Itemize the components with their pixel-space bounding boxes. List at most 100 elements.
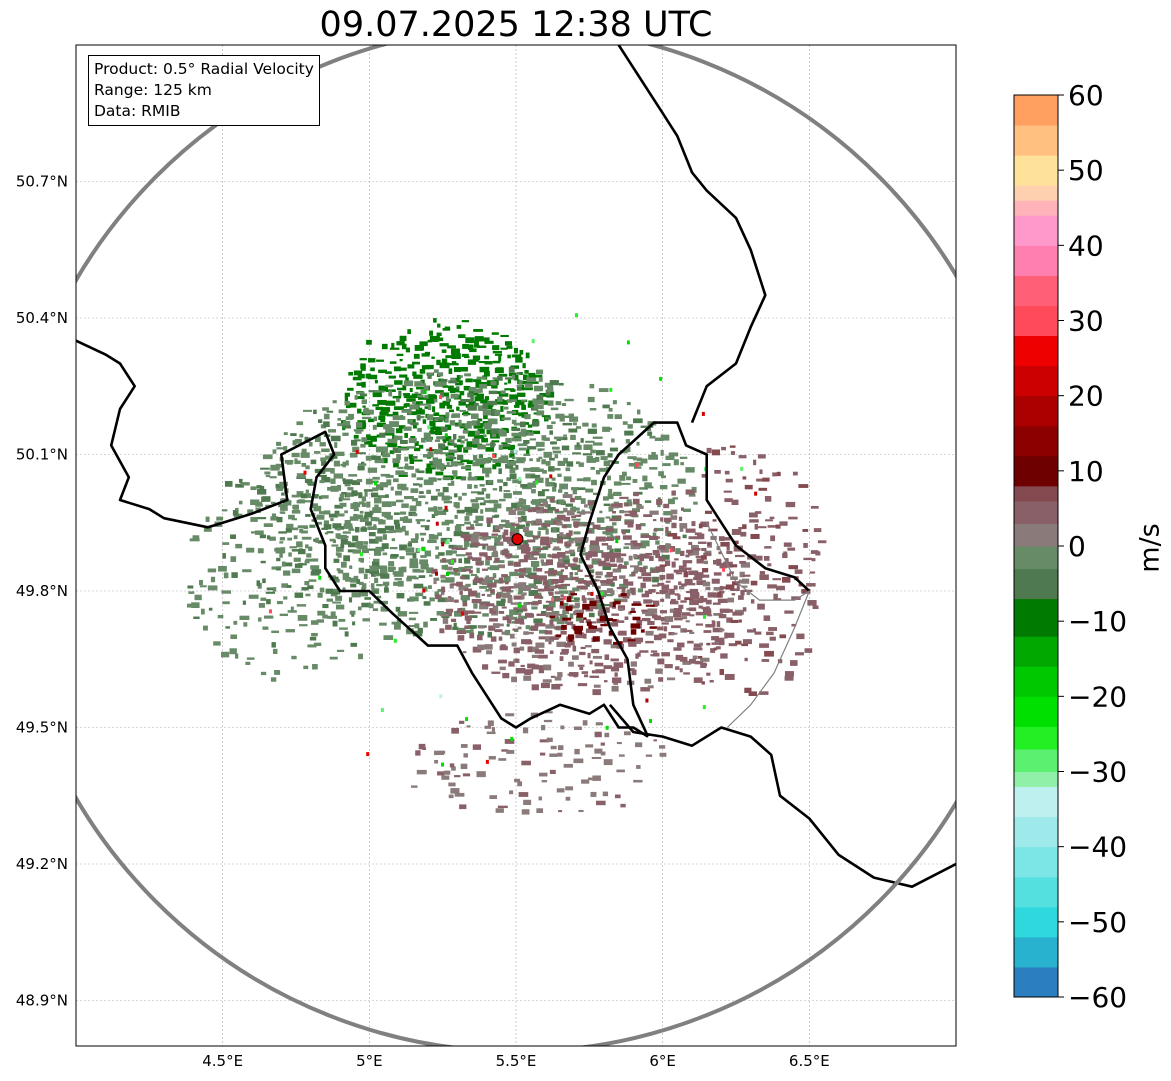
echo-pixel-inbound-grey-green xyxy=(661,554,670,560)
echo-pixel-south-fringe xyxy=(659,752,667,757)
echo-pixel-inbound-west-sparse xyxy=(383,587,389,593)
echo-speckle xyxy=(562,595,566,600)
echo-pixel-south-fringe xyxy=(460,744,468,748)
echo-pixel-inbound-grey-green xyxy=(390,486,394,491)
echo-pixel-inbound-west-sparse xyxy=(310,565,320,570)
echo-pixel-inbound-dark-green xyxy=(414,447,421,452)
echo-pixel-inbound-west-sparse xyxy=(258,603,265,608)
echo-pixel-inbound-dark-green xyxy=(398,474,408,477)
echo-pixel-outbound-grey-mauve xyxy=(612,510,616,514)
echo-pixel-inbound-grey-green xyxy=(393,478,399,483)
border-germany-west xyxy=(617,45,767,424)
echo-pixel-outbound-grey-mauve xyxy=(574,514,582,517)
echo-pixel-south-fringe xyxy=(454,775,461,778)
chart-title: 09.07.2025 12:38 UTC xyxy=(319,5,713,45)
echo-pixel-inbound-grey-green xyxy=(570,551,576,557)
echo-pixel-outbound-grey-mauve xyxy=(600,580,609,584)
echo-pixel-outbound-grey-mauve xyxy=(639,557,644,562)
echo-pixel-outbound-grey-mauve xyxy=(540,540,550,546)
echo-pixel-outbound-grey-mauve xyxy=(594,662,604,667)
echo-pixel-inbound-west-sparse xyxy=(336,649,345,653)
echo-pixel-inbound-grey-green xyxy=(368,532,376,537)
echo-pixel-inbound-west-sparse xyxy=(285,629,295,633)
echo-pixel-inbound-grey-green xyxy=(353,439,361,442)
echo-pixel-outbound-grey-mauve xyxy=(473,577,484,584)
echo-pixel-outbound-grey-mauve xyxy=(712,602,721,605)
echo-pixel-inbound-grey-green xyxy=(483,500,492,503)
echo-pixel-outbound-grey-mauve xyxy=(679,523,688,529)
echo-pixel-outbound-grey-mauve xyxy=(531,654,539,659)
echo-pixel-outbound-grey-mauve xyxy=(653,600,660,606)
echo-pixel-inbound-dark-green xyxy=(509,453,515,458)
echo-pixel-outbound-grey-mauve xyxy=(635,523,642,530)
echo-pixel-inbound-grey-green xyxy=(361,437,368,443)
echo-pixel-inbound-grey-green xyxy=(572,422,577,426)
echo-pixel-outbound-east-sparse xyxy=(728,643,738,647)
echo-pixel-inbound-grey-green xyxy=(308,442,313,447)
echo-pixel-inbound-west-sparse xyxy=(275,463,282,468)
echo-pixel-inbound-grey-green xyxy=(576,478,585,482)
echo-pixel-inbound-dark-green xyxy=(522,374,528,380)
echo-pixel-inbound-west-sparse xyxy=(329,656,338,660)
echo-pixel-inbound-west-sparse xyxy=(332,620,338,627)
echo-pixel-inbound-west-sparse xyxy=(266,587,274,591)
echo-pixel-inbound-grey-green xyxy=(460,398,471,403)
echo-pixel-inbound-grey-green xyxy=(562,422,572,426)
echo-pixel-inbound-grey-green xyxy=(375,446,381,453)
echo-pixel-inbound-grey-green xyxy=(565,545,570,549)
echo-pixel-outbound-grey-mauve xyxy=(679,656,688,662)
echo-pixel-inbound-grey-green xyxy=(608,488,613,494)
echo-pixel-inbound-west-sparse xyxy=(314,494,319,497)
echo-pixel-inbound-grey-green xyxy=(471,413,479,420)
echo-pixel-inbound-grey-green xyxy=(303,409,312,412)
echo-pixel-inbound-grey-green xyxy=(313,409,317,415)
echo-pixel-inbound-west-sparse xyxy=(332,601,342,604)
echo-pixel-outbound-east-sparse xyxy=(811,558,816,562)
echo-pixel-outbound-grey-mauve xyxy=(464,610,475,614)
echo-pixel-inbound-grey-green xyxy=(385,475,394,478)
echo-pixel-inbound-grey-green xyxy=(591,558,602,565)
echo-pixel-inbound-dark-green xyxy=(505,428,509,434)
echo-pixel-outbound-grey-mauve xyxy=(671,561,676,568)
echo-pixel-inbound-dark-green xyxy=(422,419,427,424)
echo-pixel-inbound-grey-green xyxy=(554,454,559,459)
x-tick-label: 5.5°E xyxy=(496,1052,537,1070)
echo-pixel-inbound-grey-green xyxy=(426,414,434,421)
echo-pixel-south-fringe xyxy=(590,791,597,797)
echo-pixel-inbound-dark-green xyxy=(419,341,428,347)
echo-pixel-inbound-grey-green xyxy=(374,390,385,393)
echo-pixel-inbound-grey-green xyxy=(575,426,582,429)
echo-pixel-inbound-grey-green xyxy=(430,617,438,621)
echo-pixel-inbound-west-sparse xyxy=(373,600,381,604)
echo-pixel-outbound-grey-mauve xyxy=(546,543,551,549)
echo-pixel-outbound-grey-mauve xyxy=(498,564,506,569)
echo-pixel-outbound-grey-mauve xyxy=(508,562,514,566)
echo-pixel-inbound-grey-green xyxy=(486,579,493,586)
echo-pixel-inbound-grey-green xyxy=(468,471,472,478)
echo-pixel-outbound-grey-mauve xyxy=(628,611,632,615)
echo-pixel-outbound-east-sparse xyxy=(758,487,768,491)
echo-pixel-inbound-dark-green xyxy=(492,360,501,364)
echo-pixel-inbound-grey-green xyxy=(648,454,659,460)
echo-pixel-inbound-grey-green xyxy=(291,510,301,514)
echo-pixel-inbound-grey-green xyxy=(592,442,603,446)
echo-pixel-inbound-dark-green xyxy=(483,337,490,342)
echo-pixel-inbound-grey-green xyxy=(550,407,559,411)
echo-pixel-south-fringe xyxy=(462,773,471,777)
echo-pixel-inbound-grey-green xyxy=(448,544,457,549)
echo-pixel-inbound-grey-green xyxy=(557,473,562,478)
echo-pixel-inbound-grey-green xyxy=(546,496,556,500)
echo-pixel-outbound-grey-mauve xyxy=(515,658,519,663)
echo-pixel-inbound-grey-green xyxy=(623,546,630,549)
echo-pixel-south-fringe xyxy=(539,739,550,743)
echo-pixel-inbound-grey-green xyxy=(396,454,401,460)
echo-pixel-inbound-grey-green xyxy=(612,400,617,405)
echo-pixel-inbound-grey-green xyxy=(610,582,615,587)
echo-pixel-inbound-west-sparse xyxy=(341,561,347,568)
echo-pixel-outbound-grey-mauve xyxy=(523,554,531,560)
echo-pixel-inbound-dark-green xyxy=(494,391,502,394)
echo-pixel-inbound-grey-green xyxy=(342,420,351,426)
echo-pixel-inbound-dark-green xyxy=(454,422,461,427)
echo-pixel-outbound-grey-mauve xyxy=(467,556,473,560)
echo-pixel-outbound-east-sparse xyxy=(813,528,822,533)
